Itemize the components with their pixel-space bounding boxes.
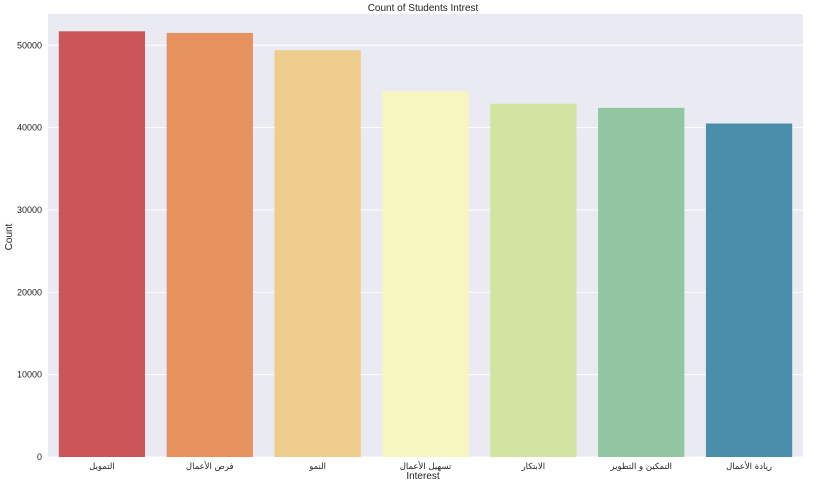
y-tick-label: 50000	[17, 40, 42, 50]
y-axis-label: Count	[4, 223, 15, 250]
y-tick-label: 20000	[17, 287, 42, 297]
x-axis-ticks: التمويل فرص الأعمال النمو تسهيل الأعمال الاب…	[89, 461, 772, 472]
bar	[490, 103, 577, 458]
chart-title: Count of Students Intrest	[368, 3, 479, 14]
bars	[58, 31, 793, 458]
x-axis-label: Interest	[406, 471, 440, 482]
y-tick-label: 30000	[17, 205, 42, 215]
bar	[274, 50, 361, 458]
x-tick-label: فرص الأعمال	[186, 461, 234, 472]
y-tick-label: 10000	[17, 370, 42, 380]
y-tick-label: 0	[37, 452, 42, 462]
x-tick-label: ريادة الأعمال	[726, 461, 772, 472]
x-tick-label: النمو	[308, 462, 326, 472]
y-tick-label: 40000	[17, 123, 42, 133]
x-tick-label: التمكين و التطوير	[609, 462, 672, 472]
bar	[166, 32, 253, 458]
x-tick-label: تسهيل الأعمال	[400, 461, 452, 472]
bar	[705, 123, 793, 458]
bar	[382, 91, 469, 457]
bar	[58, 31, 146, 458]
y-axis-ticks: 0 10000 20000 30000 40000 50000	[17, 40, 42, 462]
bar	[598, 107, 685, 458]
x-tick-label: التمويل	[89, 462, 115, 472]
x-tick-label: الابتكار	[521, 462, 546, 472]
